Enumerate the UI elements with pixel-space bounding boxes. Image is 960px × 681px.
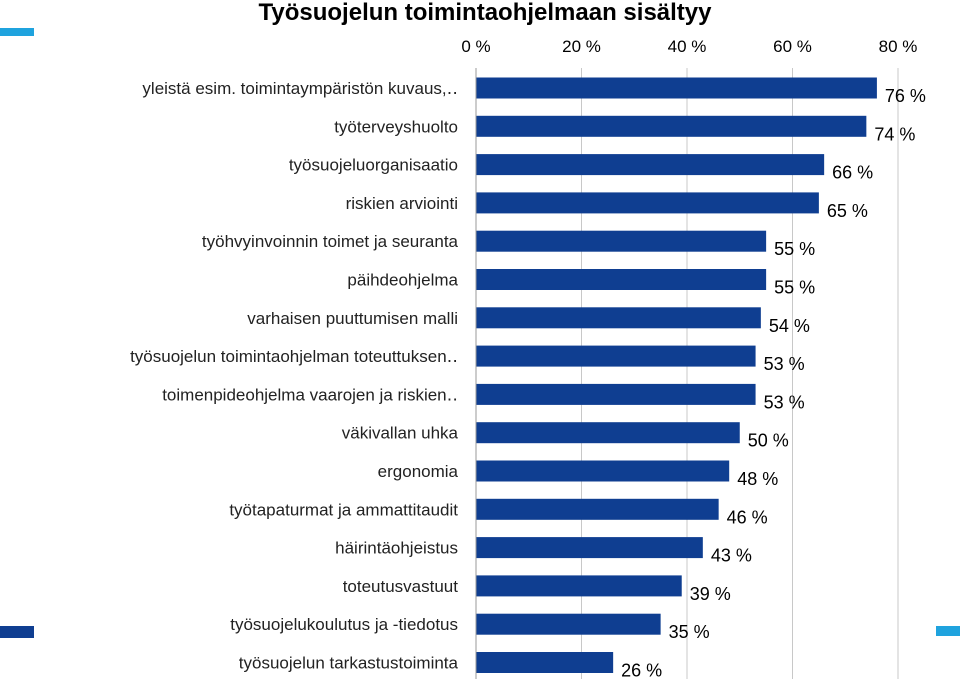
category-labels: yleistä esim. toimintaympäristön kuvaus,… [130,79,458,673]
category-label: väkivallan uhka [342,424,459,443]
category-label: työtapaturmat ja ammattitaudit [229,500,458,519]
x-tick-label: 20 % [562,37,601,56]
bar [476,115,867,137]
data-label: 26 % [621,661,662,681]
data-label: 35 % [669,622,710,642]
data-label: 66 % [832,163,873,183]
category-label: riskien arviointi [346,194,458,213]
x-tick-label: 0 % [461,37,490,56]
category-label: työsuojeluorganisaatio [289,156,458,175]
bars [476,77,877,673]
data-label: 65 % [827,201,868,221]
x-tick-label: 40 % [668,37,707,56]
category-label: työterveyshuolto [334,117,458,136]
data-label: 43 % [711,546,752,566]
category-label: työsuojelun tarkastustoiminta [239,654,459,673]
bar [476,345,756,367]
bar [476,575,682,597]
x-tick-label: 60 % [773,37,812,56]
category-label: työsuojelukoulutus ja -tiedotus [230,615,458,634]
data-label: 39 % [690,584,731,604]
bar [476,383,756,405]
bar [476,77,877,99]
bar [476,498,719,520]
data-label: 74 % [874,124,915,144]
accent-mark-bottom-left [0,626,34,638]
data-label: 53 % [764,354,805,374]
bar [476,230,767,252]
bar [476,613,661,635]
category-label: työsuojelun toimintaohjelman toteuttukse… [130,347,458,366]
x-tick-label: 80 % [879,37,918,56]
category-label: toteutusvastuut [343,577,459,596]
bar [476,460,730,482]
category-label: häirintäohjeistus [335,539,458,558]
bar [476,652,614,673]
data-label: 54 % [769,316,810,336]
data-label: 48 % [737,469,778,489]
bar [476,307,761,329]
category-label: työhvyinvoinnin toimet ja seuranta [202,232,459,251]
data-label: 46 % [727,507,768,527]
bar [476,537,703,559]
x-axis-ticks: 0 % 20 % 40 % 60 % 80 % [461,37,917,56]
accent-mark-top-left [0,28,34,36]
category-label: ergonomia [378,462,459,481]
bar [476,154,825,176]
category-label: päihdeohjelma [347,271,458,290]
category-label: varhaisen puuttumisen malli [247,309,458,328]
bar [476,269,767,290]
category-label: yleistä esim. toimintaympäristön kuvaus,… [142,79,458,98]
bar [476,422,740,444]
accent-mark-bottom-right [936,626,960,636]
data-labels: 76 % 74 %66 % 65 % 55 % 55 % 54 % 53 % 53 % 50 %… [621,86,926,681]
data-label: 55 % [774,239,815,259]
data-label: 76 % [885,86,926,106]
category-label: toimenpideohjelma vaarojen ja riskien‥ [162,385,458,404]
chart-title: Työsuojelun toimintaohjelmaan sisältyy [259,0,713,26]
data-label: 53 % [764,392,805,412]
data-label: 55 % [774,278,815,298]
data-label: 50 % [748,431,789,451]
bar [476,192,819,214]
